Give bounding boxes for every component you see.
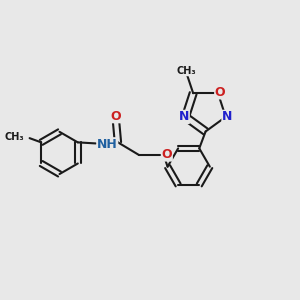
Text: O: O: [110, 110, 121, 123]
Text: NH: NH: [97, 138, 118, 151]
Text: O: O: [215, 86, 225, 99]
Text: N: N: [222, 110, 232, 123]
Text: N: N: [179, 110, 189, 123]
Text: CH₃: CH₃: [5, 132, 24, 142]
Text: O: O: [162, 148, 172, 161]
Text: CH₃: CH₃: [176, 66, 196, 76]
